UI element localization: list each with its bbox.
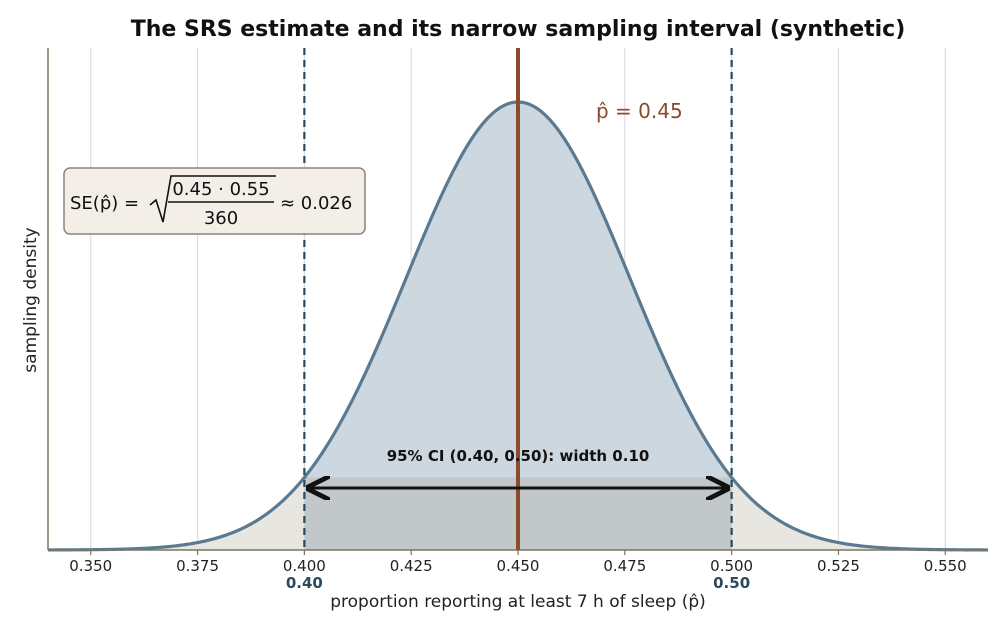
se-denominator: 360: [204, 208, 238, 229]
x-tick-label-5: 0.475: [603, 557, 646, 575]
se-box: [63, 167, 366, 235]
se-lhs: SE(p̂) =: [70, 193, 139, 214]
x-tick-label-2: 0.400: [283, 557, 326, 575]
right-tail-area: [731, 477, 988, 550]
x-tick-label-0: 0.350: [69, 557, 112, 575]
left-tail-area: [48, 477, 305, 550]
y-axis-label: sampling density: [21, 227, 41, 372]
x-tick-label-7: 0.525: [817, 557, 860, 575]
x-tick-label-3: 0.425: [390, 557, 433, 575]
x-tick-label-8: 0.550: [924, 557, 967, 575]
se-result: ≈ 0.026: [280, 193, 352, 214]
annotations: 95% CI (0.40, 0.50): width 0.10 p̂ = 0.45…: [63, 99, 750, 592]
reference-lines: [303, 48, 733, 550]
sqrt-sign: [149, 175, 276, 223]
ci-lower-label: 0.40: [286, 574, 323, 592]
se-numerator: 0.45 · 0.55: [172, 179, 269, 200]
estimate-label: p̂ = 0.45: [596, 99, 683, 123]
x-tick-label-4: 0.450: [497, 557, 540, 575]
ci-label: 95% CI (0.40, 0.50): width 0.10: [387, 447, 650, 465]
chart-title: The SRS estimate and its narrow sampling…: [131, 17, 906, 42]
x-axis-label: proportion reporting at least 7 h of sle…: [330, 592, 706, 612]
x-tick-label-6: 0.500: [710, 557, 753, 575]
x-tick-label-1: 0.375: [176, 557, 219, 575]
ci-upper-label: 0.50: [713, 574, 750, 592]
x-ticks: 0.350 0.375 0.400 0.425 0.450 0.475 0.500 0.525…: [69, 550, 967, 575]
